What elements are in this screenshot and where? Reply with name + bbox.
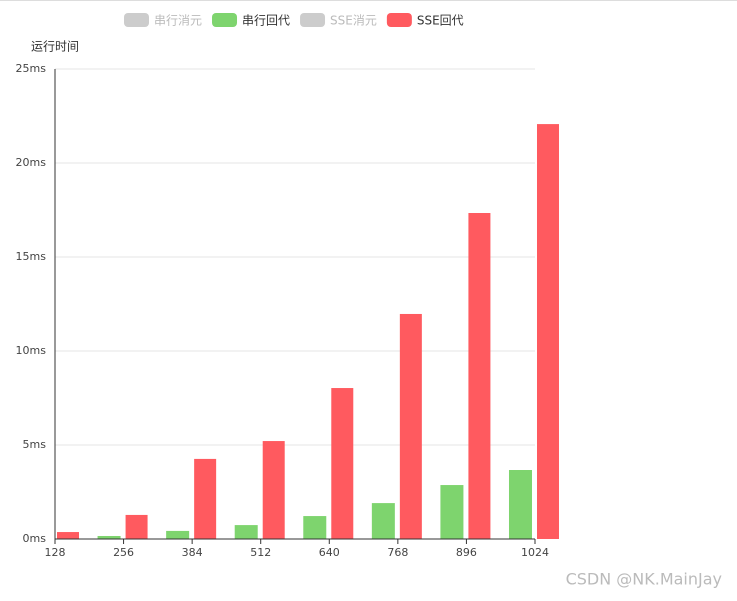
bar — [508, 470, 532, 539]
legend-swatch — [300, 13, 326, 27]
y-tick-label: 10ms — [16, 344, 47, 357]
x-tick-label: 896 — [456, 546, 477, 559]
bar — [536, 124, 559, 540]
legend-swatch — [212, 13, 238, 27]
y-tick-label: 15ms — [16, 250, 47, 263]
bar — [262, 441, 285, 539]
legend-label: 串行回代 — [242, 14, 290, 28]
legend-swatch — [386, 13, 412, 27]
plot-area — [57, 124, 559, 540]
x-tick-label: 1024 — [521, 546, 549, 559]
bar — [371, 503, 395, 539]
bar — [125, 514, 148, 539]
y-tick-label: 0ms — [23, 532, 47, 545]
x-tick-label: 384 — [182, 546, 203, 559]
legend-swatch — [124, 13, 149, 27]
bar — [166, 530, 190, 539]
x-tick-label: 768 — [387, 546, 408, 559]
legend-label: 串行消元 — [154, 14, 202, 28]
legend-label: SSE回代 — [417, 14, 464, 28]
bar — [97, 535, 121, 539]
bar — [194, 458, 217, 539]
y-axis-title: 运行时间 — [31, 40, 79, 54]
x-tick-label: 128 — [45, 546, 66, 559]
legend-label: SSE消元 — [330, 14, 377, 28]
y-tick-label: 5ms — [23, 438, 47, 451]
bar — [440, 485, 464, 539]
bar — [331, 388, 354, 539]
x-tick-label: 640 — [319, 546, 340, 559]
bar — [303, 516, 327, 539]
x-tick-label: 512 — [250, 546, 271, 559]
bar — [468, 213, 491, 539]
watermark: CSDN @NK.MainJay — [566, 570, 722, 589]
bar — [399, 313, 422, 539]
y-tick-label: 25ms — [16, 62, 47, 75]
bar — [57, 532, 79, 539]
bar — [234, 525, 258, 539]
y-tick-label: 20ms — [16, 156, 47, 169]
x-tick-label: 256 — [113, 546, 134, 559]
